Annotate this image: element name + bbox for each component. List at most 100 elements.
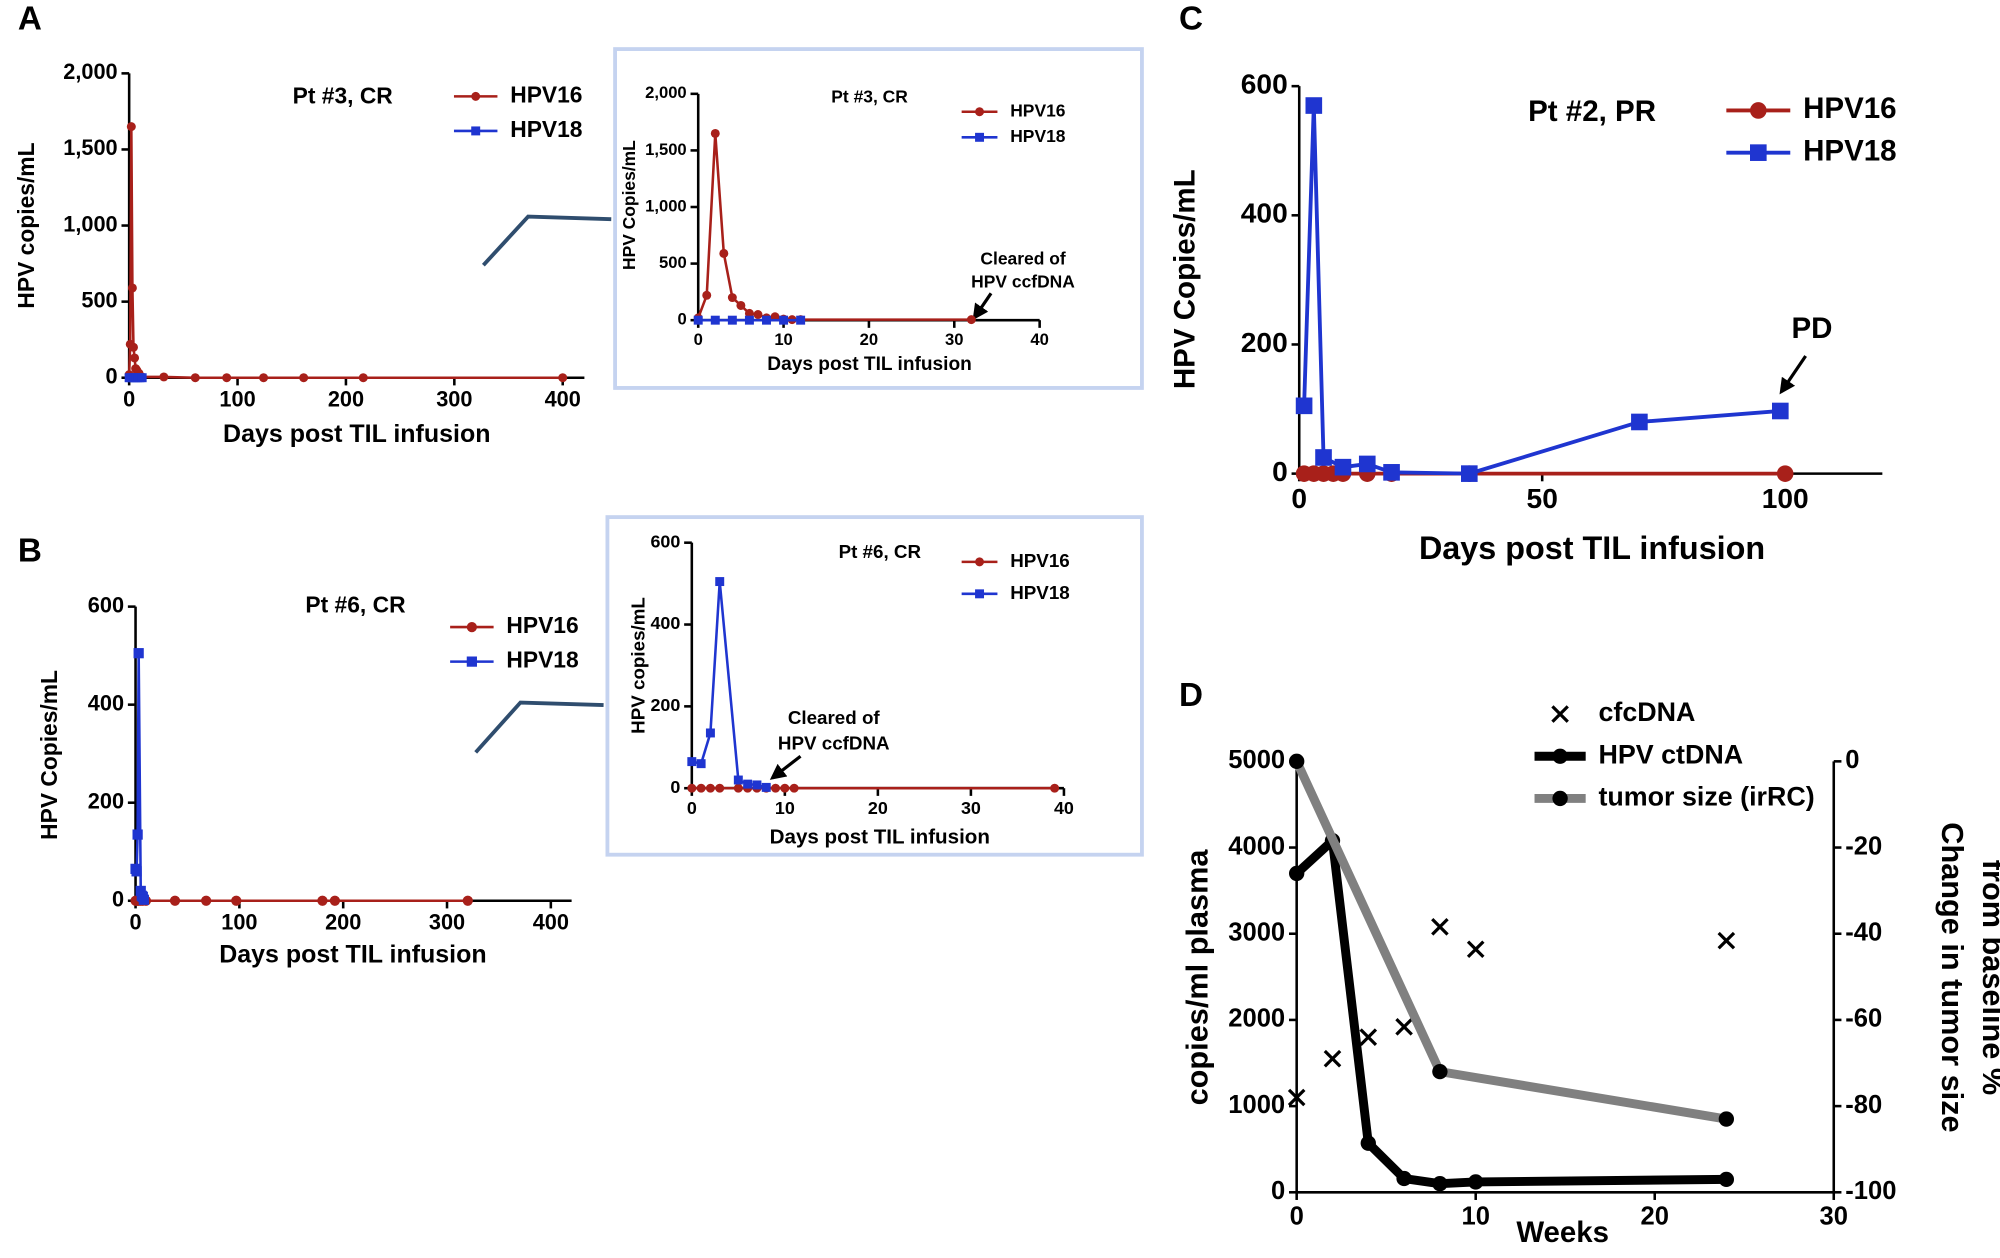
x-axis-label: Days post TIL infusion: [219, 940, 486, 968]
marker: [752, 780, 762, 790]
marker: [762, 315, 771, 325]
series-line: [1302, 103, 1781, 476]
y-tick-label: 1,500: [645, 140, 687, 159]
y-tick-label: 400: [1241, 198, 1288, 229]
marker: [710, 315, 720, 325]
marker: [1718, 1171, 1735, 1188]
marker: [743, 779, 753, 789]
marker: [471, 126, 481, 136]
marker: [131, 866, 142, 877]
y-tick-label: 400: [650, 613, 680, 633]
marker: [1289, 753, 1305, 770]
x-tick-label: 0: [130, 910, 142, 935]
legend-label: HPV18: [506, 647, 578, 673]
legend-label: tumor size (irRC): [1598, 782, 1814, 812]
x-tick-label: 0: [1290, 1203, 1304, 1231]
annotation: Cleared of: [788, 707, 881, 728]
marker: [761, 782, 771, 792]
marker: [231, 895, 242, 906]
marker: [462, 895, 473, 906]
marker: [1468, 1174, 1484, 1190]
marker: [1359, 1028, 1378, 1046]
y-tick-label: 0: [677, 310, 686, 329]
x-tick-label: 30: [961, 798, 981, 818]
marker: [1315, 449, 1332, 466]
x-axis-label: Days post TIL infusion: [1419, 530, 1765, 566]
chart-title: Pt #3, CR: [831, 86, 908, 106]
x-tick-label: 20: [1641, 1203, 1669, 1231]
marker: [1551, 705, 1569, 723]
y-tick-label: 0: [106, 363, 118, 388]
panel-label: C: [1179, 1, 1203, 38]
inset-frame: [613, 47, 1144, 390]
marker: [1395, 1018, 1413, 1036]
marker: [715, 577, 725, 587]
marker: [736, 300, 746, 310]
marker: [696, 783, 706, 793]
legend-label: HPV16: [1010, 100, 1066, 120]
marker: [1383, 464, 1400, 481]
marker: [696, 759, 706, 769]
marker: [727, 293, 737, 303]
y-tick-label: 1,000: [63, 211, 117, 236]
y-tick-label: 200: [650, 695, 680, 715]
marker: [358, 373, 368, 383]
marker: [727, 315, 737, 325]
marker: [466, 621, 477, 633]
y-tick-label: 3000: [1228, 918, 1285, 946]
y2-tick-label: -80: [1845, 1091, 1882, 1119]
marker: [693, 315, 703, 325]
y-tick-label: 0: [112, 886, 124, 911]
y-tick-label: 1,500: [63, 135, 117, 160]
y-tick-label: 500: [659, 253, 687, 272]
marker: [1295, 397, 1313, 415]
marker: [169, 895, 181, 906]
marker: [471, 91, 481, 101]
marker: [796, 315, 806, 325]
zoom-connector: [474, 700, 604, 754]
marker: [1323, 1049, 1342, 1068]
marker: [771, 783, 781, 793]
marker: [159, 372, 169, 382]
marker: [1552, 790, 1568, 807]
marker: [779, 315, 789, 325]
x-tick-label: 10: [775, 798, 795, 818]
legend-label: HPV18: [1010, 126, 1066, 146]
marker: [966, 315, 976, 325]
marker: [1750, 102, 1767, 119]
x-tick-label: 300: [429, 910, 465, 935]
marker: [1396, 1170, 1412, 1187]
panel-label: B: [18, 533, 42, 570]
marker: [780, 783, 790, 793]
y-tick-label: 500: [81, 287, 117, 312]
x-tick-label: 0: [1291, 483, 1307, 514]
marker: [1771, 402, 1789, 420]
x-tick-label: 20: [868, 798, 888, 818]
marker: [1287, 1088, 1306, 1107]
x-axis-label: Days post TIL infusion: [770, 826, 990, 849]
y-tick-label: 2,000: [645, 83, 687, 102]
x-tick-label: 40: [1054, 798, 1074, 818]
y2-tick-label: 0: [1845, 746, 1859, 774]
series-line: [691, 580, 767, 789]
y2-tick-label: -100: [1845, 1177, 1896, 1205]
marker: [130, 353, 140, 363]
marker: [329, 895, 341, 906]
y-axis-label: HPV copies/mL: [13, 142, 39, 308]
marker: [1334, 458, 1352, 476]
marker: [753, 310, 763, 319]
marker: [710, 128, 720, 138]
x-tick-label: 10: [774, 330, 792, 349]
marker: [1432, 1176, 1448, 1192]
chart-title: Pt #3, CR: [293, 83, 393, 109]
marker: [1717, 931, 1736, 950]
marker: [1776, 465, 1794, 482]
marker: [715, 783, 725, 793]
x-tick-label: 300: [436, 387, 472, 412]
marker: [975, 557, 985, 567]
marker: [687, 783, 697, 793]
x-tick-label: 30: [1820, 1203, 1848, 1231]
marker: [127, 283, 137, 293]
marker: [201, 895, 212, 906]
y-tick-label: 0: [670, 777, 680, 797]
